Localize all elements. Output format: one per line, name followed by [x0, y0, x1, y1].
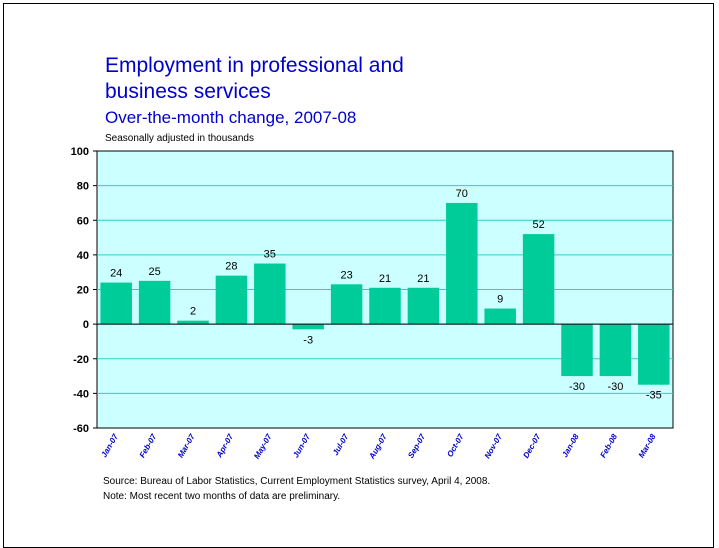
bar — [407, 287, 440, 325]
y-tick-label: -40 — [73, 388, 89, 400]
data-label: 9 — [497, 294, 503, 306]
data-label: -35 — [646, 390, 662, 402]
y-tick-label: 0 — [83, 319, 89, 331]
data-label: 70 — [456, 188, 468, 200]
data-label: -30 — [569, 381, 585, 393]
chart-notes: Source: Bureau of Labor Statistics, Curr… — [103, 474, 490, 504]
data-label: 24 — [110, 268, 122, 280]
bar — [599, 324, 632, 377]
data-label: 2 — [190, 306, 196, 318]
bar — [100, 282, 132, 325]
data-label: 21 — [379, 273, 391, 285]
data-label: -30 — [607, 381, 623, 393]
category-label: Jun-07 — [291, 432, 312, 459]
units-label: Seasonally adjusted in thousands — [105, 133, 254, 144]
bar — [177, 320, 209, 325]
category-label: Aug-07 — [367, 432, 389, 461]
preliminary-note: Note: Most recent two months of data are… — [103, 491, 341, 502]
bar — [254, 263, 286, 325]
y-tick-label: -20 — [73, 354, 89, 366]
category-label: Mar-07 — [176, 432, 197, 459]
y-tick-label: 40 — [77, 250, 89, 262]
category-label: Sep-07 — [406, 432, 427, 460]
category-label: Jan-07 — [99, 432, 120, 459]
y-tick-label: -60 — [73, 423, 89, 435]
category-label: Feb-07 — [138, 432, 159, 459]
bar — [522, 234, 555, 325]
bar — [446, 202, 478, 325]
category-label: Apr-07 — [214, 432, 235, 460]
bar — [215, 275, 248, 325]
bar — [484, 308, 516, 325]
chart-title: Employment in professional and business … — [105, 53, 404, 105]
source-note: Source: Bureau of Labor Statistics, Curr… — [103, 476, 491, 487]
bar — [561, 324, 593, 377]
category-label: Mar-08 — [637, 432, 658, 459]
data-label: 23 — [340, 269, 352, 281]
data-label: -3 — [303, 334, 313, 346]
bar — [369, 287, 401, 325]
chart-subtitle: Over-the-month change, 2007-08 — [105, 108, 357, 127]
category-label: Dec-07 — [521, 432, 542, 460]
category-label: Nov-07 — [483, 432, 504, 460]
data-label: 25 — [148, 266, 160, 278]
data-label: 21 — [417, 273, 429, 285]
y-tick-label: 20 — [77, 285, 89, 297]
y-tick-label: 60 — [77, 215, 89, 227]
data-label: 28 — [225, 261, 237, 273]
chart-title-line-1: Employment in professional and — [105, 54, 404, 77]
category-label: Jul-07 — [331, 432, 351, 457]
category-label: Jan-08 — [560, 432, 581, 459]
category-label: Feb-08 — [598, 432, 619, 459]
data-label: 52 — [532, 219, 544, 231]
bar — [292, 324, 324, 330]
bar — [330, 284, 363, 325]
y-tick-label: 80 — [77, 181, 89, 193]
category-label: May-07 — [252, 432, 274, 460]
chart-title-line-2: business services — [105, 80, 271, 103]
data-label: 35 — [264, 249, 276, 261]
category-label: Oct-07 — [445, 432, 466, 459]
bar — [638, 324, 670, 385]
bar — [138, 280, 171, 325]
y-tick-label: 100 — [71, 146, 89, 158]
